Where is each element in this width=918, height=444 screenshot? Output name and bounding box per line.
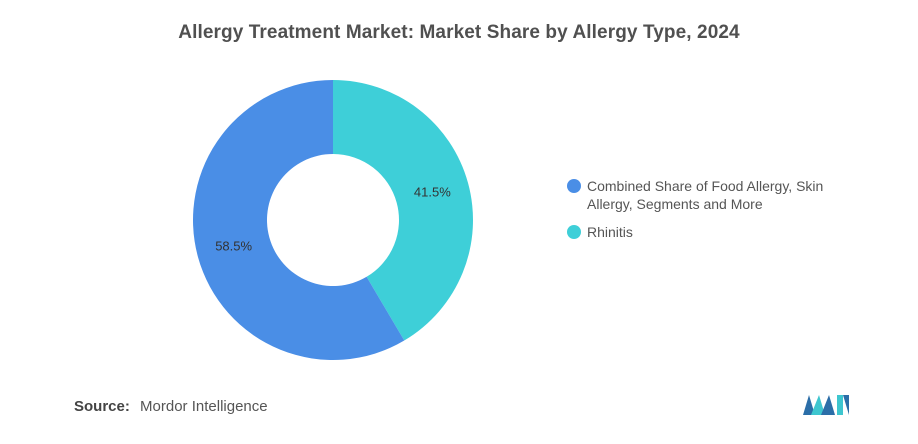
legend-dot-combined — [567, 179, 581, 193]
donut-slice-0 — [333, 80, 473, 341]
donut-slice-label-1: 58.5% — [215, 239, 252, 254]
source-note: Source: Mordor Intelligence — [74, 398, 268, 415]
legend-item-combined: Combined Share of Food Allergy, Skin All… — [567, 177, 867, 213]
chart-title: Allergy Treatment Market: Market Share b… — [178, 22, 740, 43]
source-label: Source: — [74, 398, 130, 415]
legend-label-combined: Combined Share of Food Allergy, Skin All… — [587, 178, 824, 212]
legend-item-rhinitis: Rhinitis — [567, 223, 867, 241]
mordor-intelligence-logo-icon — [803, 395, 849, 415]
legend-label-rhinitis: Rhinitis — [587, 224, 633, 240]
donut-labels: 41.5% 58.5% — [215, 184, 451, 253]
legend-dot-rhinitis — [567, 225, 581, 239]
donut-slice-1 — [193, 80, 405, 360]
donut-slices — [193, 80, 473, 360]
source-value: Mordor Intelligence — [140, 398, 268, 415]
chart-legend: Combined Share of Food Allergy, Skin All… — [567, 177, 867, 251]
donut-slice-label-0: 41.5% — [414, 184, 451, 199]
